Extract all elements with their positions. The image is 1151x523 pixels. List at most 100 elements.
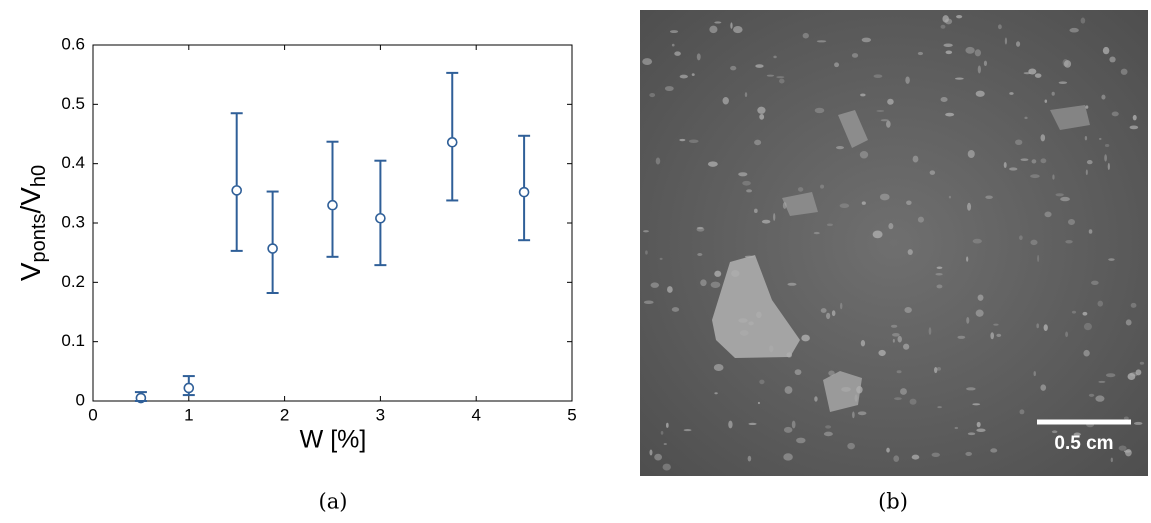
speck <box>709 25 718 34</box>
x-tick-label: 2 <box>280 405 289 424</box>
speck <box>1110 457 1113 463</box>
particle <box>782 192 818 216</box>
speck <box>1030 239 1038 246</box>
speck <box>1104 143 1110 147</box>
speck <box>851 53 859 58</box>
speck <box>794 369 802 376</box>
speck <box>905 76 910 84</box>
speck <box>974 49 982 57</box>
specks <box>642 14 1145 471</box>
speck <box>1082 311 1088 316</box>
speck <box>671 43 675 47</box>
speck <box>1083 322 1092 331</box>
speck <box>1088 229 1093 234</box>
speck <box>1067 219 1076 226</box>
y-tick-label: 0.1 <box>61 331 85 350</box>
speck <box>1019 409 1025 415</box>
speck <box>744 255 755 258</box>
speck <box>872 230 883 239</box>
speck <box>934 366 938 374</box>
speck <box>754 208 758 214</box>
speck <box>1085 105 1089 109</box>
speck <box>954 426 959 430</box>
speck <box>886 447 890 453</box>
speck <box>1003 161 1007 169</box>
speck <box>1037 254 1040 262</box>
speck <box>1125 319 1132 326</box>
speck <box>1080 17 1086 24</box>
y-label-sub: ponts <box>28 214 50 263</box>
particle <box>1050 105 1090 130</box>
speck <box>841 386 851 392</box>
photo: 0.5 cm <box>640 10 1148 476</box>
speck <box>931 452 940 458</box>
speck <box>897 335 902 343</box>
speck <box>826 312 831 320</box>
speck <box>714 392 718 395</box>
speck <box>935 273 943 276</box>
y-tick-label: 0.2 <box>61 272 85 291</box>
speck <box>937 406 942 409</box>
speck <box>879 193 890 201</box>
speck <box>679 138 686 142</box>
x-tick-label: 0 <box>88 405 97 424</box>
speck <box>1063 60 1072 68</box>
speck <box>990 448 998 453</box>
speck <box>761 219 771 224</box>
speck <box>957 335 966 339</box>
particle <box>823 371 862 412</box>
y-label-sub: h0 <box>28 165 50 187</box>
speck <box>1129 125 1139 130</box>
speck <box>1044 99 1048 103</box>
speck <box>756 311 762 319</box>
speck <box>861 201 866 205</box>
speck <box>696 226 704 230</box>
marker <box>327 199 338 211</box>
speck <box>731 270 740 278</box>
speck <box>1132 114 1137 121</box>
speck <box>1130 302 1137 308</box>
speck <box>823 431 833 437</box>
speck <box>1133 421 1143 425</box>
scale-label: 0.5 cm <box>1054 433 1113 454</box>
speck <box>730 65 737 71</box>
speck <box>1111 111 1119 117</box>
speck <box>985 195 993 199</box>
speck <box>814 396 818 402</box>
speck <box>1024 116 1028 120</box>
speck <box>1051 91 1055 96</box>
speck <box>831 310 836 317</box>
speck <box>1101 94 1106 100</box>
speck <box>655 157 661 165</box>
speck <box>820 308 827 313</box>
speck <box>893 455 900 462</box>
speck <box>1073 432 1081 437</box>
speck <box>649 93 656 98</box>
marker <box>135 392 147 404</box>
speck <box>1009 92 1014 95</box>
speck <box>1040 134 1046 142</box>
speck <box>852 411 855 419</box>
speck <box>1058 81 1068 84</box>
speck <box>965 46 975 54</box>
speck <box>797 187 804 192</box>
speck <box>739 329 749 336</box>
speck <box>976 428 986 433</box>
speck <box>1033 371 1036 377</box>
y-tick-label: 0.5 <box>61 94 85 113</box>
speck <box>759 379 765 385</box>
speck <box>674 51 681 56</box>
panel-caption: (b) <box>878 490 908 514</box>
panel-caption: (a) <box>319 490 348 514</box>
speck <box>1065 331 1069 338</box>
speck <box>738 172 748 177</box>
speck <box>728 420 733 429</box>
particle <box>712 255 800 358</box>
marker <box>375 212 386 224</box>
speck <box>917 216 924 223</box>
speck <box>976 421 981 428</box>
speck <box>1139 361 1145 365</box>
x-tick-label: 4 <box>471 405 480 424</box>
speck <box>733 25 743 34</box>
speck <box>1019 235 1023 241</box>
